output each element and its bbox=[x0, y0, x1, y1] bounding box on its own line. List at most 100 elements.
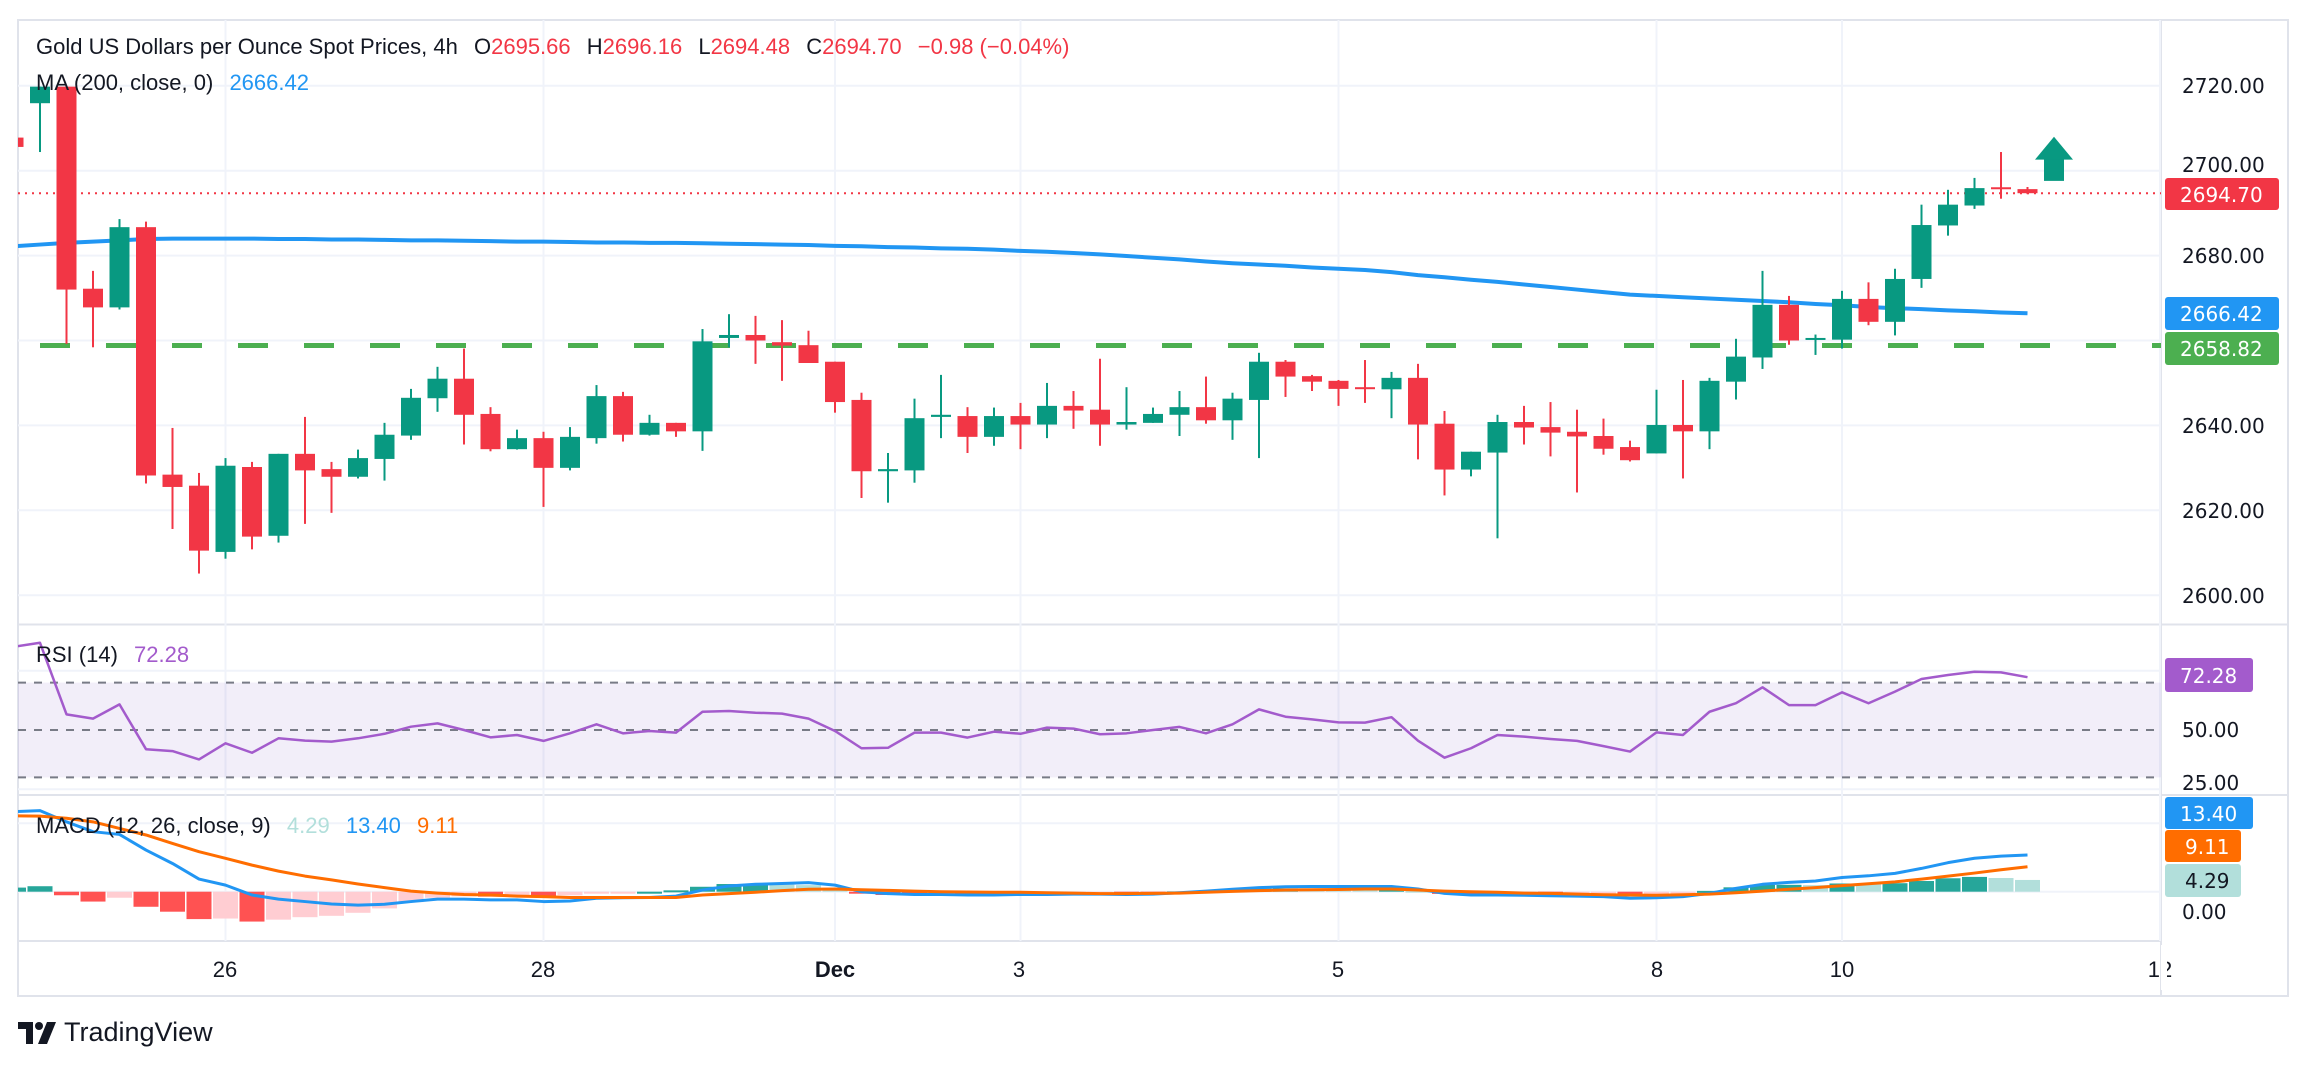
price-axis[interactable]: 2720.00 2700.00 2680.00 2640.00 2620.00 … bbox=[2182, 74, 2265, 924]
candle[interactable] bbox=[613, 391, 633, 442]
candle[interactable] bbox=[321, 461, 342, 513]
candle-body bbox=[1885, 278, 1905, 322]
candle[interactable] bbox=[1858, 282, 1879, 326]
candle[interactable] bbox=[1408, 363, 1428, 460]
candle[interactable] bbox=[30, 86, 50, 153]
candle[interactable] bbox=[1010, 402, 1031, 450]
ma-legend-value: 2666.42 bbox=[229, 70, 309, 95]
candle[interactable] bbox=[533, 431, 554, 507]
histogram-bar bbox=[743, 883, 768, 892]
candle[interactable] bbox=[189, 472, 209, 574]
candle[interactable] bbox=[1726, 338, 1746, 400]
histogram-bar bbox=[1750, 884, 1775, 892]
candle[interactable] bbox=[1434, 410, 1455, 496]
candle[interactable] bbox=[772, 320, 792, 381]
candle-body bbox=[374, 434, 395, 459]
time-axis[interactable]: 26 28 Dec 3 5 8 10 12 bbox=[213, 957, 2172, 982]
candle[interactable] bbox=[1328, 379, 1349, 406]
candle[interactable] bbox=[374, 422, 395, 481]
candle[interactable] bbox=[136, 221, 156, 484]
candle[interactable] bbox=[984, 407, 1004, 446]
rsi-legend[interactable]: RSI (14) 72.28 bbox=[36, 642, 189, 668]
candle[interactable] bbox=[1143, 407, 1163, 423]
candle[interactable] bbox=[1037, 382, 1057, 439]
candle[interactable] bbox=[454, 348, 474, 445]
candlestick-series[interactable] bbox=[4, 86, 2038, 574]
candle[interactable] bbox=[1196, 376, 1216, 424]
candle[interactable] bbox=[1938, 189, 1958, 236]
tradingview-logo[interactable]: TradingView bbox=[18, 1017, 213, 1048]
histogram-bar bbox=[398, 891, 424, 903]
candle[interactable] bbox=[109, 219, 130, 310]
candle[interactable] bbox=[1991, 152, 2011, 199]
candle[interactable] bbox=[295, 416, 315, 524]
candle[interactable] bbox=[1805, 334, 1826, 355]
candle-body bbox=[268, 453, 289, 536]
candle[interactable] bbox=[1514, 405, 1534, 445]
candle[interactable] bbox=[242, 461, 262, 550]
axis-mask bbox=[2161, 945, 2167, 990]
candle[interactable] bbox=[1567, 409, 1587, 493]
change-value: −0.98 (−0.04%) bbox=[917, 34, 1070, 59]
candle-body bbox=[1328, 380, 1349, 389]
candle[interactable] bbox=[639, 414, 660, 436]
candle[interactable] bbox=[83, 270, 103, 348]
candle[interactable] bbox=[1302, 374, 1322, 392]
candle[interactable] bbox=[878, 452, 898, 503]
candle[interactable] bbox=[1620, 440, 1640, 462]
candle[interactable] bbox=[666, 422, 686, 437]
candle[interactable] bbox=[2017, 187, 2038, 195]
macd-legend[interactable]: MACD (12, 26, close, 9) 4.29 13.40 9.11 bbox=[36, 813, 458, 839]
candle[interactable] bbox=[348, 449, 368, 479]
candle[interactable] bbox=[1090, 358, 1110, 446]
candle[interactable] bbox=[162, 427, 183, 529]
candle[interactable] bbox=[1832, 290, 1852, 349]
candle[interactable] bbox=[1885, 268, 1905, 336]
candle[interactable] bbox=[1487, 414, 1508, 539]
candle[interactable] bbox=[825, 361, 845, 413]
candle[interactable] bbox=[268, 453, 289, 543]
candle[interactable] bbox=[1222, 392, 1243, 440]
candle[interactable] bbox=[1275, 360, 1296, 397]
candle[interactable] bbox=[1673, 379, 1693, 479]
candle[interactable] bbox=[480, 407, 501, 452]
candle[interactable] bbox=[745, 315, 766, 364]
candle[interactable] bbox=[719, 314, 739, 348]
candle[interactable] bbox=[1911, 204, 1932, 288]
candle[interactable] bbox=[1249, 352, 1269, 459]
candle[interactable] bbox=[931, 374, 951, 439]
histogram-bar bbox=[1405, 890, 1431, 893]
candle[interactable] bbox=[904, 398, 925, 483]
candle[interactable] bbox=[957, 407, 978, 453]
candle[interactable] bbox=[692, 329, 713, 451]
price-tick: 2600.00 bbox=[2182, 584, 2265, 608]
candle[interactable] bbox=[1461, 451, 1481, 477]
candle[interactable] bbox=[851, 392, 872, 498]
candle[interactable] bbox=[1063, 391, 1084, 429]
ma-legend[interactable]: MA (200, close, 0) 2666.42 bbox=[36, 70, 309, 96]
candle[interactable] bbox=[507, 429, 527, 450]
candle[interactable] bbox=[586, 385, 607, 444]
candle[interactable] bbox=[56, 86, 77, 344]
histogram-bar bbox=[716, 884, 742, 892]
candle[interactable] bbox=[4, 137, 24, 147]
candle[interactable] bbox=[1169, 391, 1190, 437]
candle[interactable] bbox=[560, 427, 580, 471]
candle[interactable] bbox=[798, 330, 819, 363]
candle[interactable] bbox=[1964, 177, 1985, 209]
candle[interactable] bbox=[1699, 377, 1720, 450]
rsi-path bbox=[18, 641, 2028, 761]
candle[interactable] bbox=[215, 458, 236, 559]
candle[interactable] bbox=[1116, 387, 1137, 430]
candle[interactable] bbox=[401, 388, 421, 440]
candle-body bbox=[851, 399, 872, 472]
candle[interactable] bbox=[1779, 295, 1799, 345]
candle[interactable] bbox=[1355, 360, 1375, 403]
candle[interactable] bbox=[1752, 270, 1773, 369]
candle[interactable] bbox=[1381, 371, 1402, 419]
candle[interactable] bbox=[1540, 402, 1561, 457]
candle[interactable] bbox=[1593, 418, 1614, 455]
candle[interactable] bbox=[1646, 389, 1667, 454]
candle[interactable] bbox=[427, 366, 448, 412]
